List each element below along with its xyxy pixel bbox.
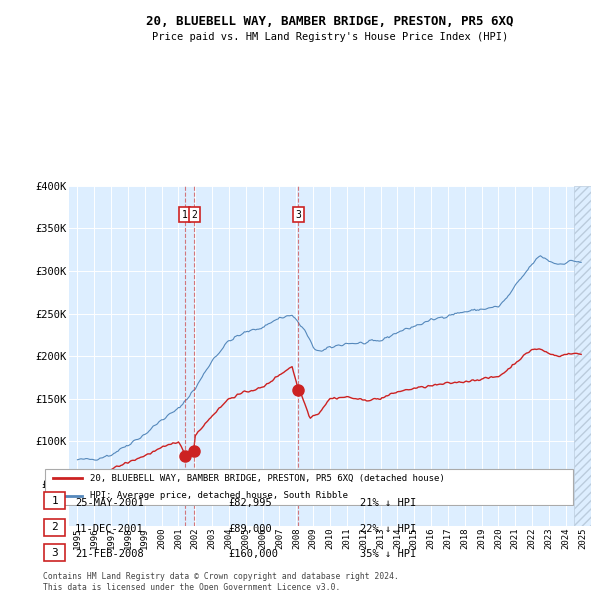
Text: Price paid vs. HM Land Registry's House Price Index (HPI): Price paid vs. HM Land Registry's House … [152, 32, 508, 42]
Text: This data is licensed under the Open Government Licence v3.0.: This data is licensed under the Open Gov… [43, 583, 341, 590]
Text: 21% ↓ HPI: 21% ↓ HPI [360, 497, 416, 507]
FancyBboxPatch shape [44, 519, 65, 536]
Text: 3: 3 [51, 548, 58, 558]
Text: 35% ↓ HPI: 35% ↓ HPI [360, 549, 416, 559]
Text: 2: 2 [51, 522, 58, 532]
Text: 3: 3 [295, 210, 301, 220]
Bar [574, 186, 591, 526]
Text: 21-FEB-2008: 21-FEB-2008 [75, 549, 144, 559]
FancyBboxPatch shape [44, 469, 574, 505]
Text: 20, BLUEBELL WAY, BAMBER BRIDGE, PRESTON, PR5 6XQ (detached house): 20, BLUEBELL WAY, BAMBER BRIDGE, PRESTON… [90, 474, 445, 483]
Text: HPI: Average price, detached house, South Ribble: HPI: Average price, detached house, Sout… [90, 491, 348, 500]
Text: Contains HM Land Registry data © Crown copyright and database right 2024.: Contains HM Land Registry data © Crown c… [43, 572, 399, 581]
Text: 22% ↓ HPI: 22% ↓ HPI [360, 524, 416, 534]
Text: £160,000: £160,000 [228, 549, 278, 559]
FancyBboxPatch shape [44, 544, 65, 561]
Text: 1: 1 [51, 496, 58, 506]
Text: 2: 2 [191, 210, 197, 220]
Text: £89,000: £89,000 [228, 524, 272, 534]
Text: 11-DEC-2001: 11-DEC-2001 [75, 524, 144, 534]
Text: 1: 1 [182, 210, 188, 220]
Text: 25-MAY-2001: 25-MAY-2001 [75, 497, 144, 507]
FancyBboxPatch shape [44, 492, 65, 509]
Text: £82,995: £82,995 [228, 497, 272, 507]
Bar [574, 186, 591, 526]
Text: 20, BLUEBELL WAY, BAMBER BRIDGE, PRESTON, PR5 6XQ: 20, BLUEBELL WAY, BAMBER BRIDGE, PRESTON… [146, 15, 514, 28]
